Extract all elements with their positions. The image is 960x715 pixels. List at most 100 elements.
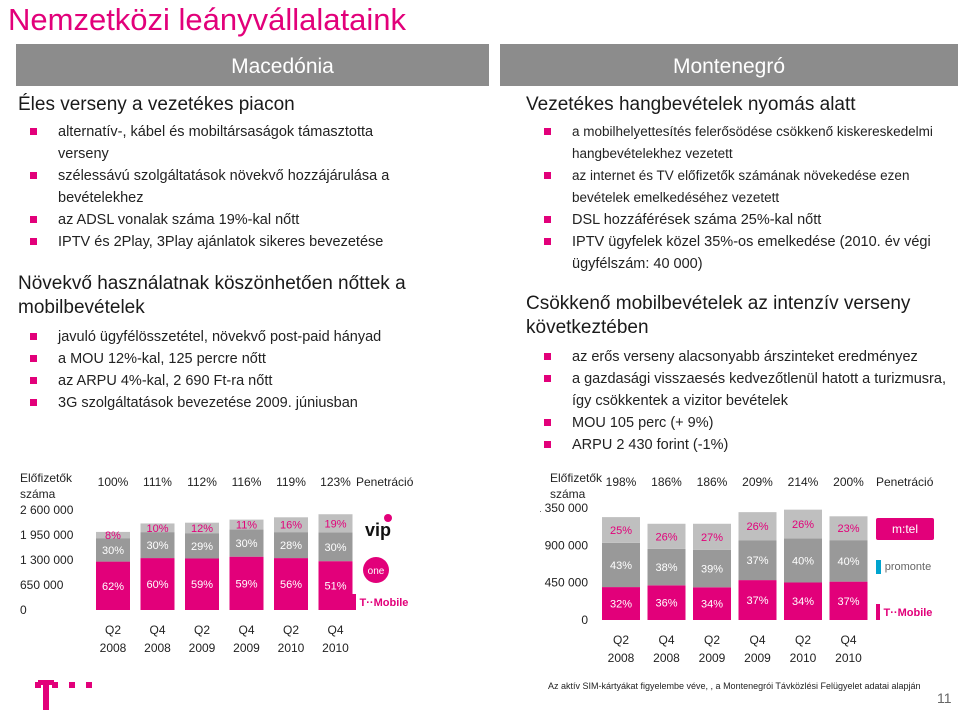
bar-segment xyxy=(693,549,731,588)
share-label: 43% xyxy=(610,560,632,572)
penetration-label: 198% xyxy=(606,475,637,489)
share-label: 37% xyxy=(746,595,768,607)
category-label: 2008 xyxy=(144,641,171,655)
share-label: 62% xyxy=(102,581,124,593)
operator-logo: m:tel xyxy=(876,518,934,540)
operator-logo: promonte xyxy=(876,560,931,574)
operator-logo: T··Mobile xyxy=(876,604,932,620)
bar-segment xyxy=(738,512,777,541)
bar-segment xyxy=(96,538,130,562)
share-label: 39% xyxy=(701,564,723,576)
share-label: 40% xyxy=(837,556,859,568)
bar-segment xyxy=(274,532,308,559)
penetration-label: 100% xyxy=(98,475,129,489)
bar-segment xyxy=(229,519,264,530)
category-label: Q4 xyxy=(749,633,765,647)
section-heading: Éles verseny a vezetékes piacon xyxy=(18,94,295,115)
share-label: 19% xyxy=(324,518,346,530)
share-label: 30% xyxy=(146,540,168,552)
y-axis-label: száma xyxy=(20,487,56,501)
penetration-label: 186% xyxy=(697,475,728,489)
category-label: 2009 xyxy=(189,641,216,655)
bullet-item: az internet és TV előfizetők számának nö… xyxy=(544,165,958,209)
share-label: 34% xyxy=(701,599,723,611)
bar-segment xyxy=(647,548,686,586)
category-label: 2008 xyxy=(100,641,127,655)
share-label: 32% xyxy=(610,599,632,611)
penetration-label: 186% xyxy=(651,475,682,489)
penetration-legend: Penetráció xyxy=(876,475,934,489)
share-label: 56% xyxy=(280,579,302,591)
bullet-item: alternatív-, kábel és mobiltársaságok tá… xyxy=(30,121,410,165)
penetration-label: 119% xyxy=(276,475,306,489)
category-label: 2009 xyxy=(699,651,726,665)
share-label: 12% xyxy=(191,523,213,535)
bar-segment xyxy=(185,558,219,610)
bar-segment xyxy=(602,542,640,588)
share-label: 59% xyxy=(235,578,257,590)
share-label: 26% xyxy=(655,531,677,543)
share-label: 37% xyxy=(837,596,859,608)
macedonia-subscribers-chart: Előfizetők száma 2 600 000 1 950 000 1 300 0… xyxy=(20,471,414,655)
bar-segment xyxy=(185,522,219,534)
category-label: Q2 xyxy=(105,623,121,637)
mtel-logo-text: m:tel xyxy=(892,522,918,536)
bar-segment xyxy=(647,585,686,620)
bar-segment xyxy=(738,540,777,581)
share-label: 51% xyxy=(324,581,346,593)
tmobile-logo-text: T··Mobile xyxy=(884,607,933,619)
bullet-item: az ARPU 4%-kal, 2 690 Ft-ra nőtt xyxy=(30,370,488,392)
bar-segment xyxy=(784,582,822,620)
y-axis-label: Előfizetők xyxy=(550,471,603,485)
tmobile-logo-mark xyxy=(876,604,880,620)
share-label: 26% xyxy=(792,519,814,531)
bullet-item: a mobilhelyettesítés felerősödése csökke… xyxy=(544,121,958,165)
bar-segment xyxy=(738,580,777,620)
bullet-item: szélessávú szolgáltatások növekvő hozzáj… xyxy=(30,165,430,209)
share-label: 36% xyxy=(655,598,677,610)
category-label: Q2 xyxy=(283,623,299,637)
operator-logo: vip xyxy=(365,514,392,540)
bullet-item: az ADSL vonalak száma 19%-kal nőtt xyxy=(30,209,488,231)
bar-segment xyxy=(140,558,175,610)
one-logo-circle xyxy=(363,557,389,583)
bullet-item: DSL hozzáférések száma 25%-kal nőtt xyxy=(544,209,958,231)
share-label: 38% xyxy=(655,562,677,574)
share-label: 34% xyxy=(792,596,814,608)
y-tick-label: 650 000 xyxy=(20,578,64,592)
category-label: Q4 xyxy=(840,633,856,647)
y-tick-label: 450 000 xyxy=(545,576,589,590)
category-label: Q2 xyxy=(194,623,210,637)
section-heading: Növekvő használatnak köszönhetően nőttek… xyxy=(18,273,406,318)
y-tick-label: 1 300 000 xyxy=(20,553,74,567)
montenegro-section-2: Csökkenő mobilbevételek az intenzív vers… xyxy=(526,292,958,456)
y-axis-label: száma xyxy=(550,487,586,501)
penetration-label: 123% xyxy=(320,475,351,489)
macedonia-section-2: Növekvő használatnak köszönhetően nőttek… xyxy=(18,272,488,414)
bar-segment xyxy=(96,561,130,610)
penetration-label: 209% xyxy=(742,475,773,489)
category-label: Q2 xyxy=(613,633,629,647)
macedonia-section-1: Éles verseny a vezetékes piacon alternat… xyxy=(18,93,488,253)
bar-segment xyxy=(185,533,219,559)
bullet-list: alternatív-, kábel és mobiltársaságok tá… xyxy=(30,121,488,253)
bar-segment xyxy=(140,532,175,559)
y-tick-label: 2 600 000 xyxy=(20,503,74,517)
bullet-item: javuló ügyfélösszetétel, növekvő post-pa… xyxy=(30,326,488,348)
bullet-item: 3G szolgáltatások bevezetése 2009. júniu… xyxy=(30,392,488,414)
share-label: 60% xyxy=(146,579,168,591)
bar-segment xyxy=(274,558,308,610)
footnote: Az aktív SIM-kártyákat figyelembe véve, … xyxy=(548,681,921,691)
operator-logo: T··Mobile xyxy=(352,594,408,610)
y-tick-label: 1 350 000 xyxy=(540,501,588,515)
bar-segment xyxy=(784,538,822,583)
share-label: 23% xyxy=(837,523,859,535)
penetration-label: 112% xyxy=(187,475,217,489)
bullet-item: IPTV és 2Play, 3Play ajánlatok sikeres b… xyxy=(30,231,488,253)
montenegro-header: Montenegró xyxy=(500,44,958,86)
category-label: 2010 xyxy=(835,651,862,665)
bar-segment xyxy=(274,517,308,533)
category-label: Q4 xyxy=(149,623,165,637)
share-label: 37% xyxy=(746,555,768,567)
share-label: 30% xyxy=(235,538,257,550)
